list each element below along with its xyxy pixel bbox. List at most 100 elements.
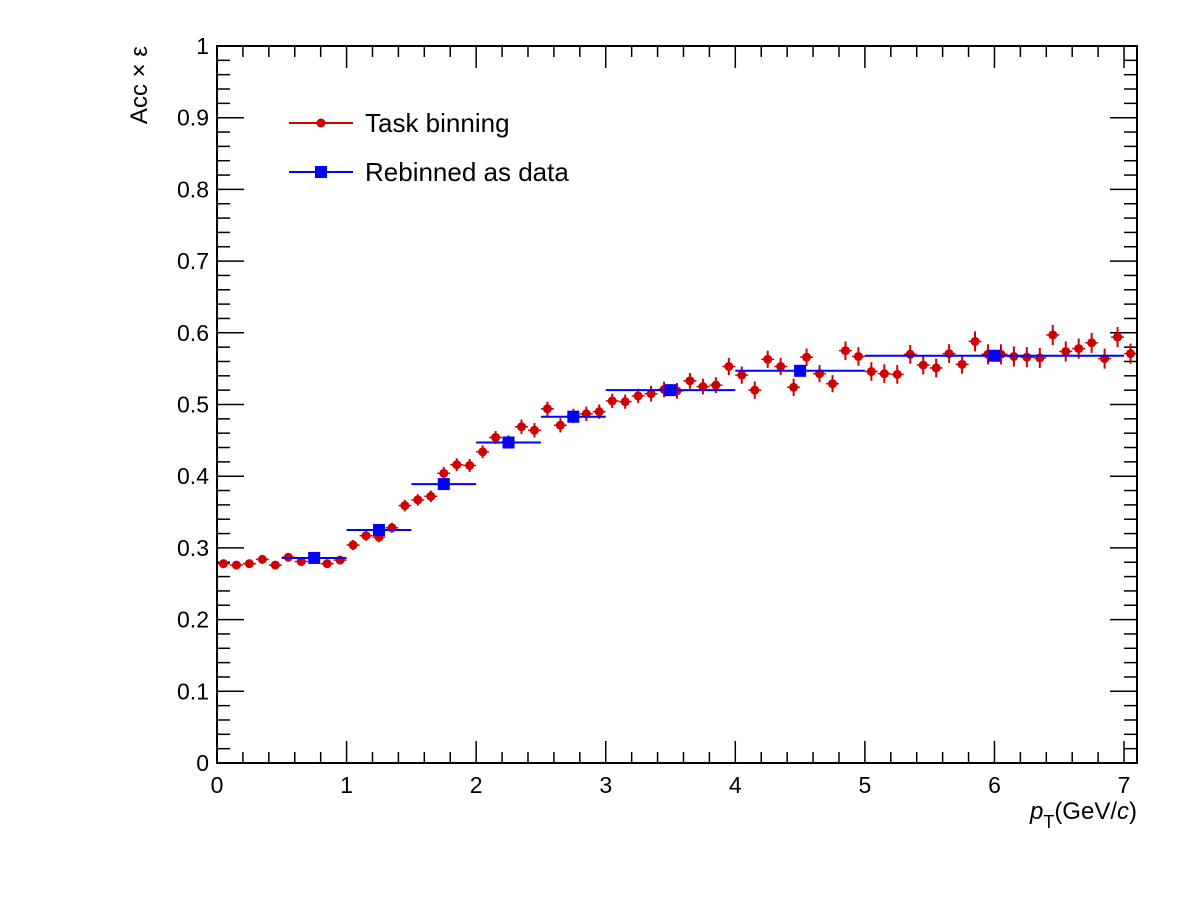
task-binning-point [724,361,734,371]
task-binning-point [620,397,630,407]
task-binning-point [698,382,708,392]
task-binning-point [244,559,254,569]
task-binning-point [633,391,643,401]
legend-entry-rebinned: Rebinned as data [289,157,569,187]
task-binning-point [361,531,371,541]
legend-label-rebinned: Rebinned as data [365,157,569,187]
task-binning-point [802,352,812,362]
plot-frame [216,45,1138,764]
y-tick-label: 0.6 [177,320,209,346]
x-tick-label: 3 [599,772,612,798]
task-binning-point [866,367,876,377]
task-binning-point [270,560,280,570]
task-binning-point [426,491,436,501]
x-tick-label: 2 [470,772,483,798]
task-binning-point [1074,344,1084,354]
task-binning-point [439,468,449,478]
task-binning-point [1022,352,1032,362]
task-binning-point [1061,346,1071,356]
x-axis-title-unit-italic: c [1117,798,1129,825]
x-tick-label: 5 [858,772,871,798]
task-binning-point [1087,338,1097,348]
rebinned-point [988,349,1001,362]
task-binning-point [555,420,565,430]
task-binning-point [1126,349,1136,359]
task-binning-point [957,359,967,369]
task-binning-point [853,351,863,361]
y-tick-label: 0.4 [177,463,209,489]
task-binning-point [892,369,902,379]
x-tick-label: 4 [729,772,742,798]
task-binning-point [685,376,695,386]
task-binning-point [517,422,527,432]
task-binning-point [257,554,267,564]
task-binning-point [931,363,941,373]
y-tick-label: 0.1 [177,678,209,704]
task-binning-point [607,396,617,406]
x-tick-label: 1 [340,772,353,798]
axis-ticks [216,45,1137,764]
x-axis-title: pT(GeV/c) [1029,798,1137,832]
task-binning-point [711,380,721,390]
task-binning-point [594,407,604,417]
x-axis-title-unit-close: ) [1129,798,1137,825]
task-binning-point [491,432,501,442]
task-binning-point [348,540,358,550]
task-binning-point [465,460,475,470]
legend-entry-task-binning: Task binning [289,108,510,138]
y-tick-label: 1 [196,33,209,59]
task-binning-point [296,557,306,567]
y-tick-label: 0.9 [177,105,209,131]
task-binning-point [750,385,760,395]
series-rebinned [281,349,1125,564]
x-axis-title-subscript: T [1043,812,1054,832]
task-binning-point [970,336,980,346]
rebinned-point [372,523,385,536]
y-tick-label: 0 [196,750,209,776]
task-binning-point [218,559,228,569]
task-binning-point [879,369,889,379]
task-binning-point [827,379,837,389]
task-binning-point [529,425,539,435]
y-tick-label: 0.8 [177,176,209,202]
task-binning-point [789,382,799,392]
axis-tick-labels: 0 1 2 3 4 5 6 7 0 0.1 0.2 0.3 0.4 0.5 0.6 0.7 0.8 0.9 1 [177,33,1130,798]
task-binning-point [413,495,423,505]
rebinned-point [308,551,321,564]
rebinned-point [664,384,677,397]
task-binning-point [542,404,552,414]
rebinned-point [502,436,515,449]
task-binning-point [322,559,332,569]
rebinned-point [567,410,580,423]
task-binning-point [452,460,462,470]
x-axis-title-unit-open: (GeV/ [1054,798,1117,825]
y-tick-label: 0.3 [177,535,209,561]
task-binning-point [646,389,656,399]
legend: Task binning Rebinned as data [289,108,569,187]
task-binning-point [478,447,488,457]
legend-label-task-binning: Task binning [365,108,510,138]
x-tick-label: 0 [211,772,224,798]
task-binning-point [1113,332,1123,342]
legend-marker-rebinned [315,166,327,178]
task-binning-point [400,501,410,511]
task-binning-point [763,354,773,364]
task-binning-point [918,360,928,370]
data-series [217,324,1137,570]
y-tick-label: 0.5 [177,392,209,418]
legend-marker-task-binning [316,118,326,128]
task-binning-point [840,346,850,356]
rebinned-point [437,478,450,491]
rebinned-point [794,364,807,377]
task-binning-point [737,370,747,380]
task-binning-point [776,361,786,371]
task-binning-point [905,349,915,359]
y-axis-title: Acc × ε [126,46,153,124]
y-tick-label: 0.7 [177,248,209,274]
task-binning-point [231,560,241,570]
task-binning-point [1048,330,1058,340]
x-tick-label: 6 [988,772,1001,798]
